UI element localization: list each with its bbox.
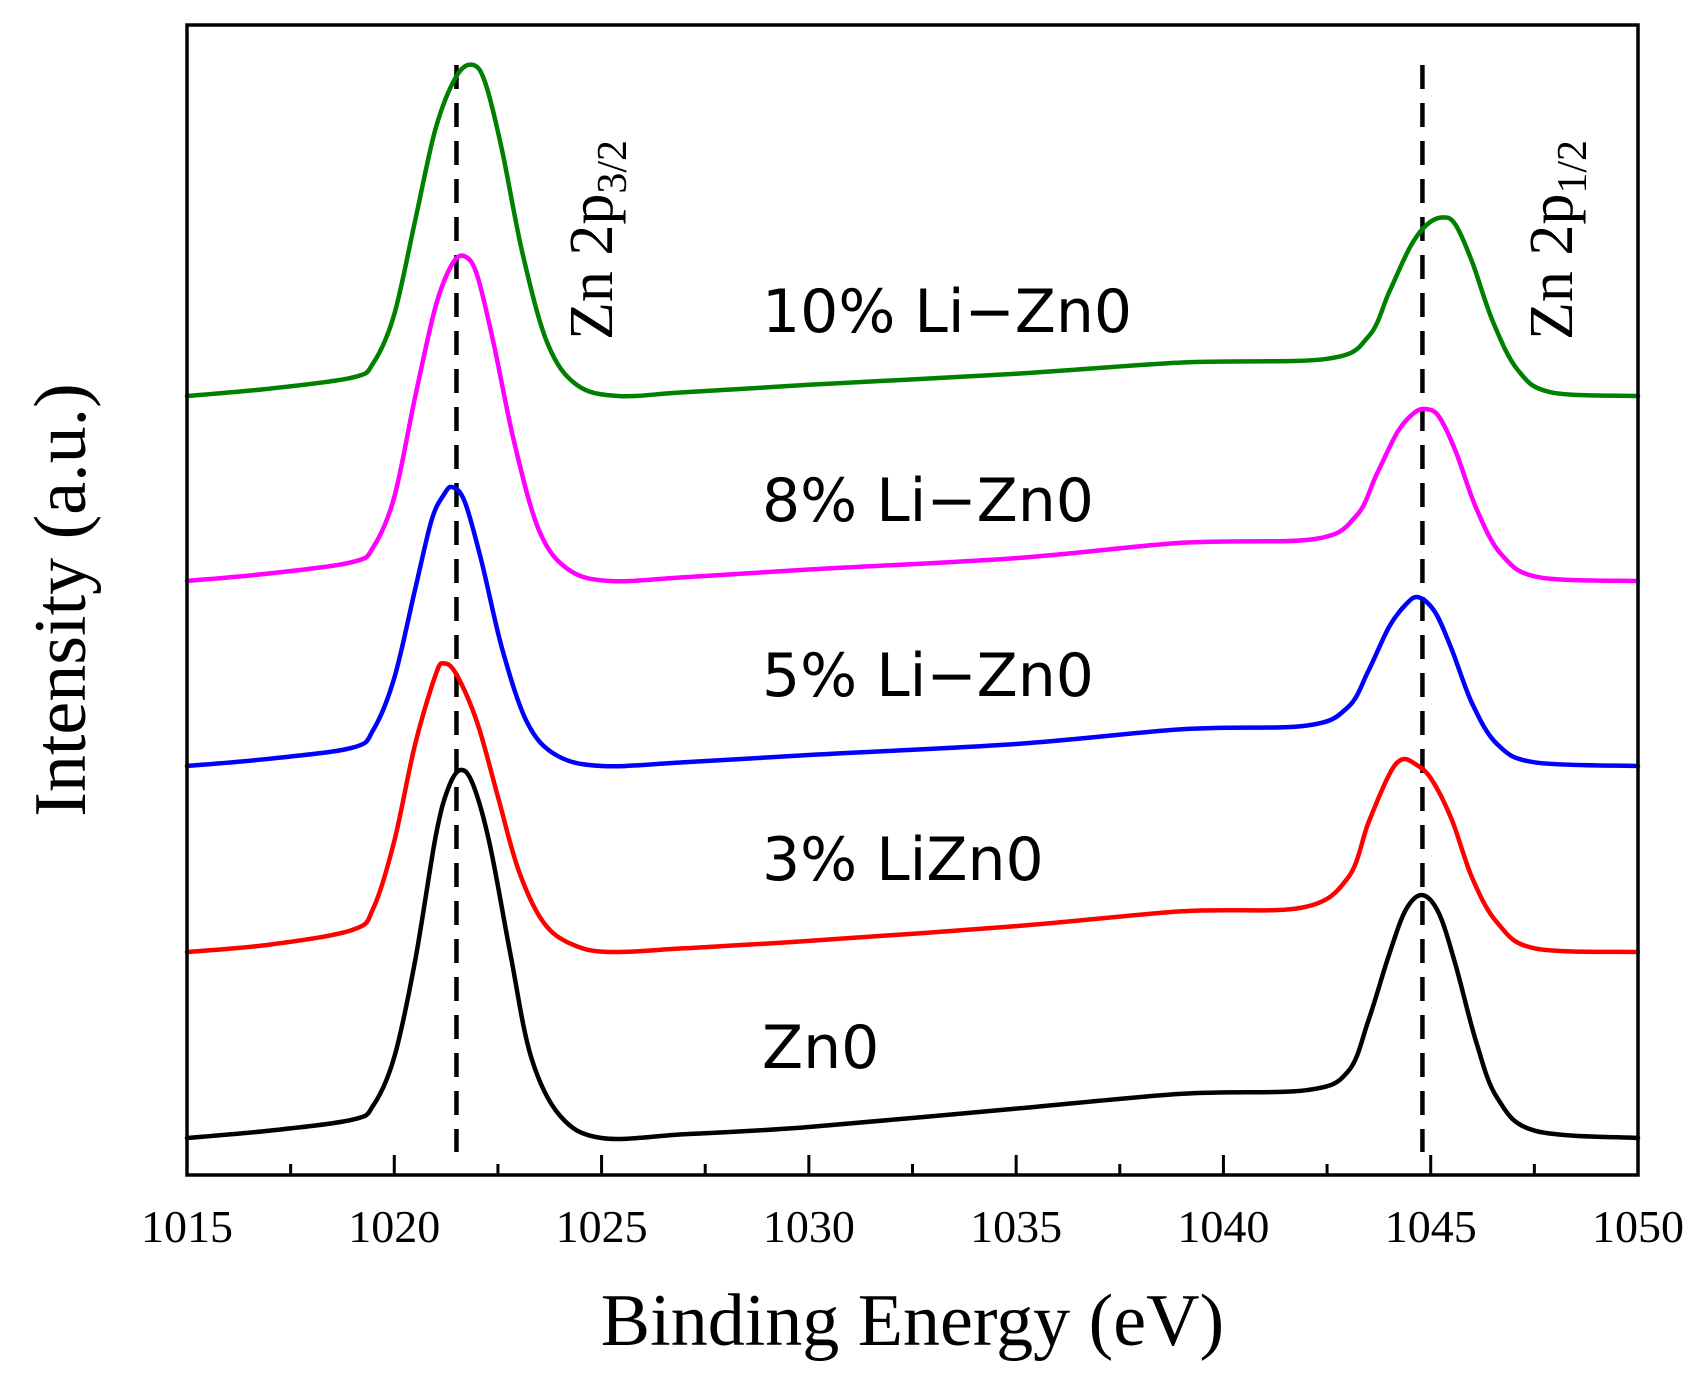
reference-lines [454, 65, 1425, 1152]
peak-label-1: Zn 2p3/2 [558, 140, 636, 340]
series-line-5-li-zn0 [184, 484, 1641, 769]
x-tick-label: 1045 [1385, 1201, 1477, 1252]
x-tick-label: 1025 [556, 1201, 648, 1252]
series-line-3-lizn0 [184, 660, 1641, 955]
y-axis-title: Intensity (a.u.) [20, 383, 102, 817]
peak-label-2: Zn 2p1/2 [1518, 140, 1596, 340]
series-label-8-li-zn0: 8% Li−Zn0 [762, 466, 1094, 536]
x-tick-label: 1020 [348, 1201, 440, 1252]
series-line-8-li-zn0 [184, 253, 1641, 584]
series-label-zn0: Zn0 [762, 1013, 879, 1083]
series-label-5-li-zn0: 5% Li−Zn0 [762, 641, 1094, 711]
series-line-10-li-zn0 [184, 62, 1641, 399]
peak-label-main: Zn 2p [1518, 194, 1586, 340]
x-tick-label: 1030 [763, 1201, 855, 1252]
peak-label-main: Zn 2p [558, 194, 626, 340]
axes: 1015 1020 1025 1030 1035 1040 1045 1050 Binding … [20, 23, 1684, 1362]
x-tick-label: 1035 [970, 1201, 1062, 1252]
x-axis-title: Binding Energy (eV) [601, 1280, 1224, 1362]
x-tick-label: 1015 [141, 1201, 233, 1252]
series-label-3-lizn0: 3% LiZn0 [762, 825, 1044, 895]
x-tick-label: 1040 [1177, 1201, 1269, 1252]
series-lines [184, 62, 1641, 1142]
series-line-zn0 [184, 767, 1641, 1142]
peak-label-sub: 3/2 [590, 140, 636, 194]
series-label-10-li-zn0: 10% Li−Zn0 [762, 277, 1132, 347]
x-tick-label: 1050 [1592, 1201, 1684, 1252]
peak-label-sub: 1/2 [1550, 140, 1596, 194]
